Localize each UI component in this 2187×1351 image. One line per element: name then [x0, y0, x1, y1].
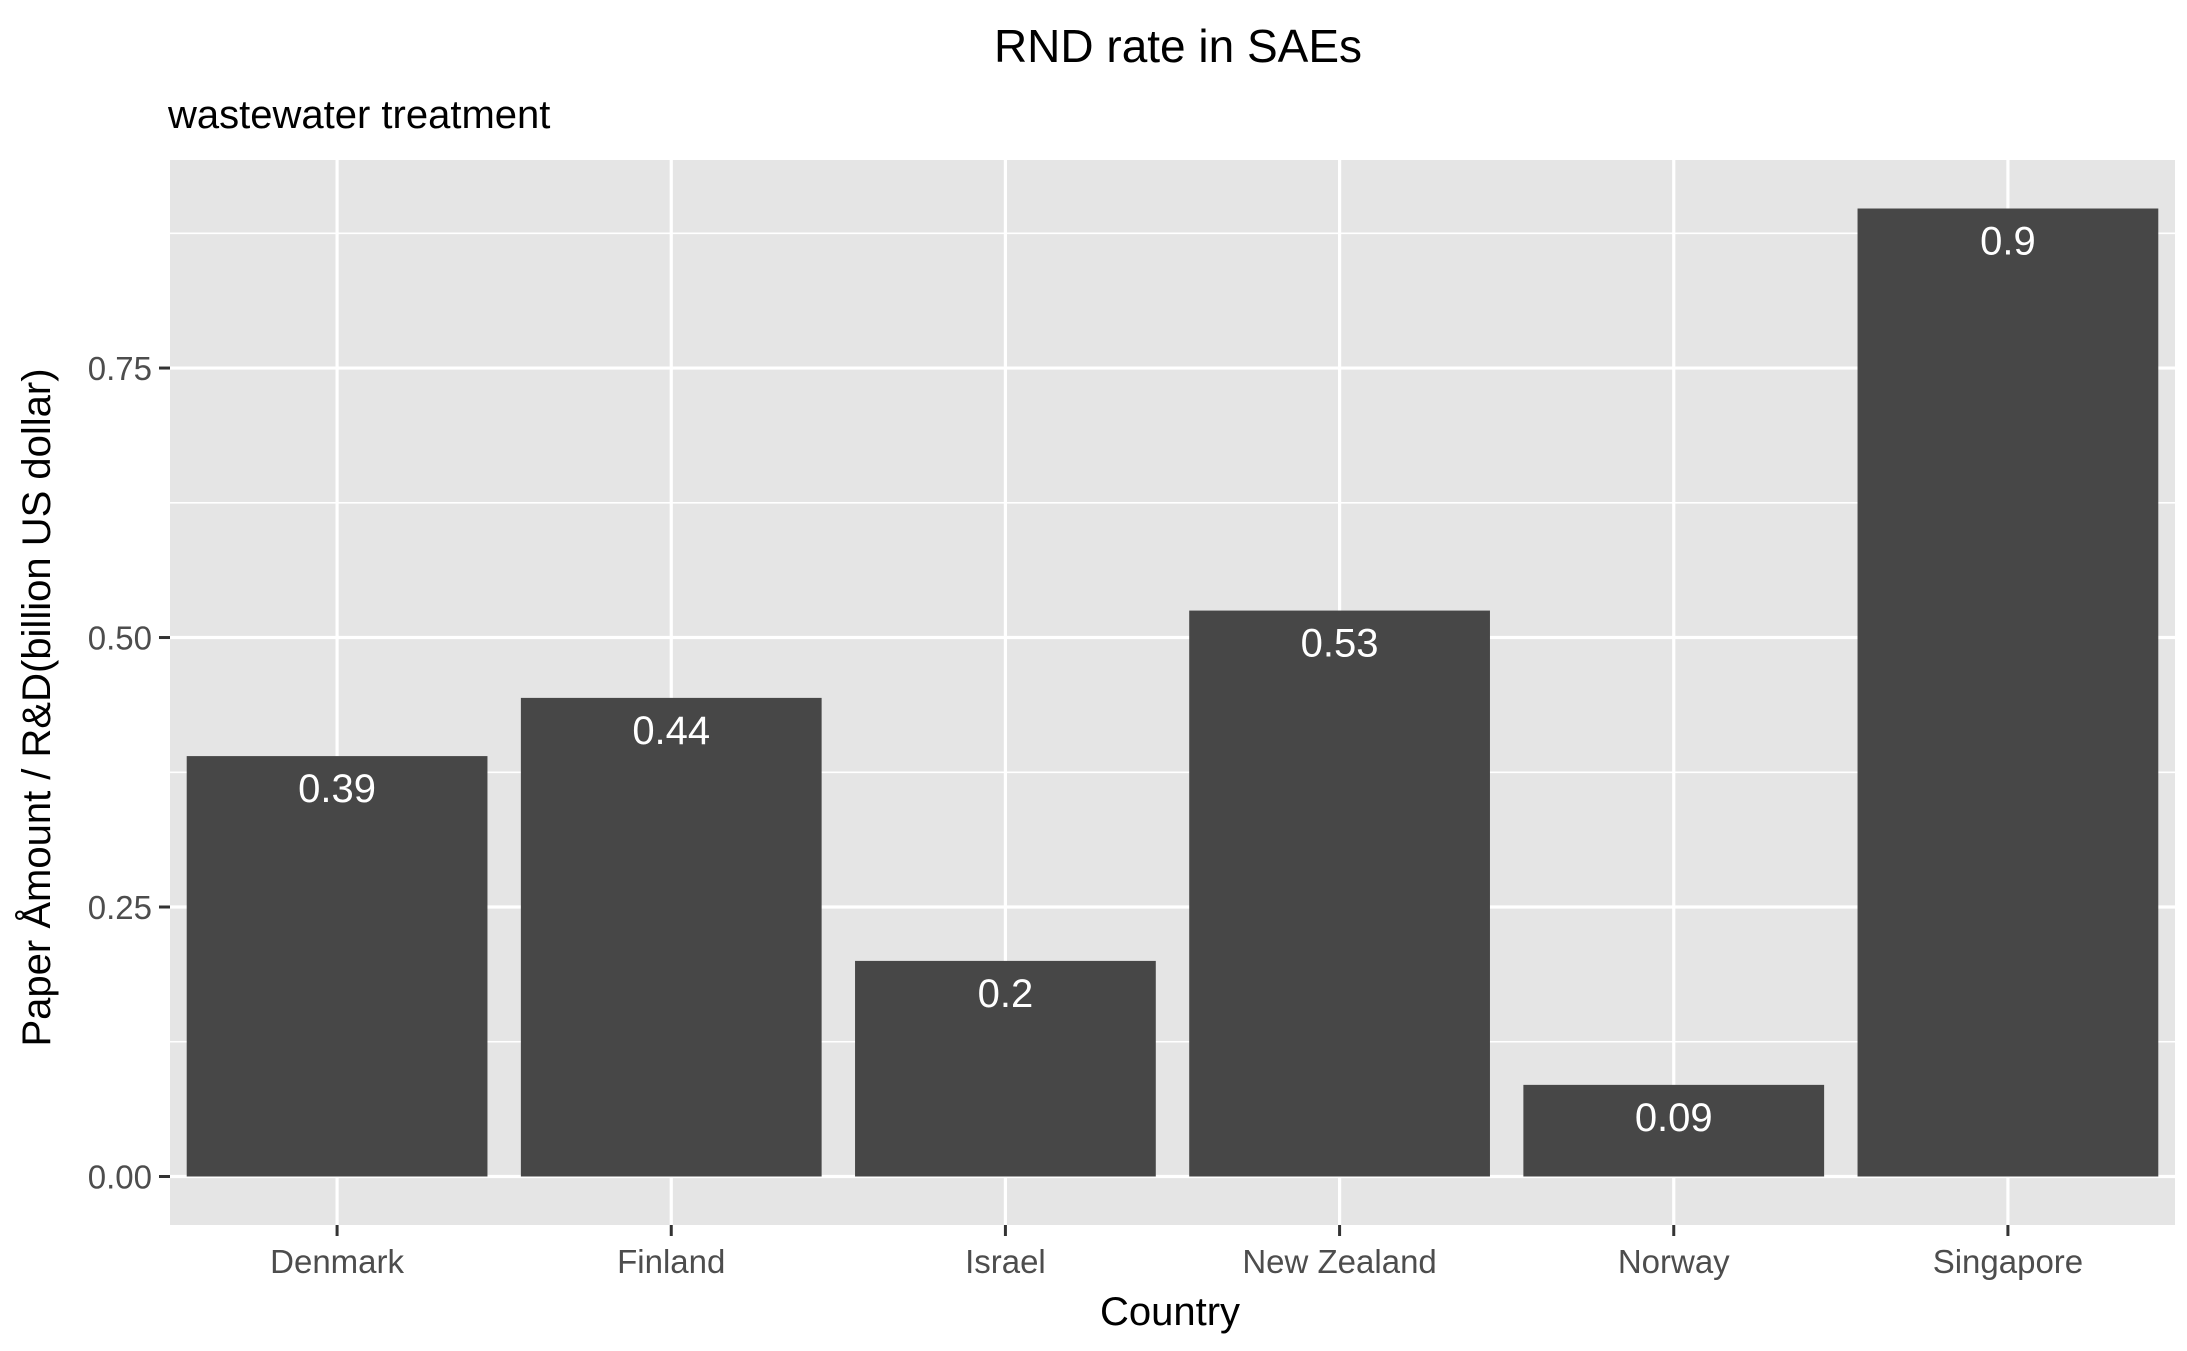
x-axis-title: Country	[1100, 1290, 1240, 1334]
x-tick-label: Singapore	[1933, 1243, 2083, 1280]
bar-new-zealand	[1189, 610, 1490, 1177]
y-tick-label: 0.00	[88, 1158, 152, 1195]
y-tick-label: 0.25	[88, 889, 152, 926]
x-tick-label: Denmark	[270, 1243, 404, 1280]
x-tick-label: Finland	[617, 1243, 725, 1280]
x-tick-label: Norway	[1618, 1243, 1730, 1280]
bar-value-label: 0.09	[1635, 1096, 1713, 1140]
bars	[186, 208, 2159, 1177]
bar-value-label: 0.2	[978, 972, 1034, 1016]
bar-denmark	[186, 756, 488, 1177]
y-axis: 0.00 0.25 0.50 0.75	[88, 350, 170, 1195]
bar-israel	[855, 960, 1156, 1177]
bar-singapore	[1857, 208, 2159, 1177]
plot-panel	[170, 160, 2175, 1225]
bar-norway	[1523, 1084, 1825, 1177]
x-tick-label: New Zealand	[1242, 1243, 1436, 1280]
bar-value-label: 0.39	[298, 767, 376, 811]
bar-finland	[520, 697, 822, 1177]
bar-value-label: 0.53	[1301, 622, 1379, 666]
x-axis: Denmark Finland Israel New Zealand Norway Sin…	[270, 1225, 2083, 1280]
y-tick-label: 0.75	[88, 350, 152, 387]
bar-value-label: 0.44	[632, 709, 710, 753]
bar-value-label: 0.9	[1980, 220, 2036, 264]
y-axis-title: Paper Åmount / R&D(billion US dollar)	[14, 368, 59, 1046]
chart-title: RND rate in SAEs	[994, 20, 1362, 72]
y-tick-label: 0.50	[88, 620, 152, 657]
x-tick-label: Israel	[965, 1243, 1046, 1280]
chart-subtitle: wastewater treatment	[167, 93, 550, 137]
bar-value-labels: 0.39 0.44 0.2 0.53 0.09 0.9	[298, 220, 2036, 1140]
